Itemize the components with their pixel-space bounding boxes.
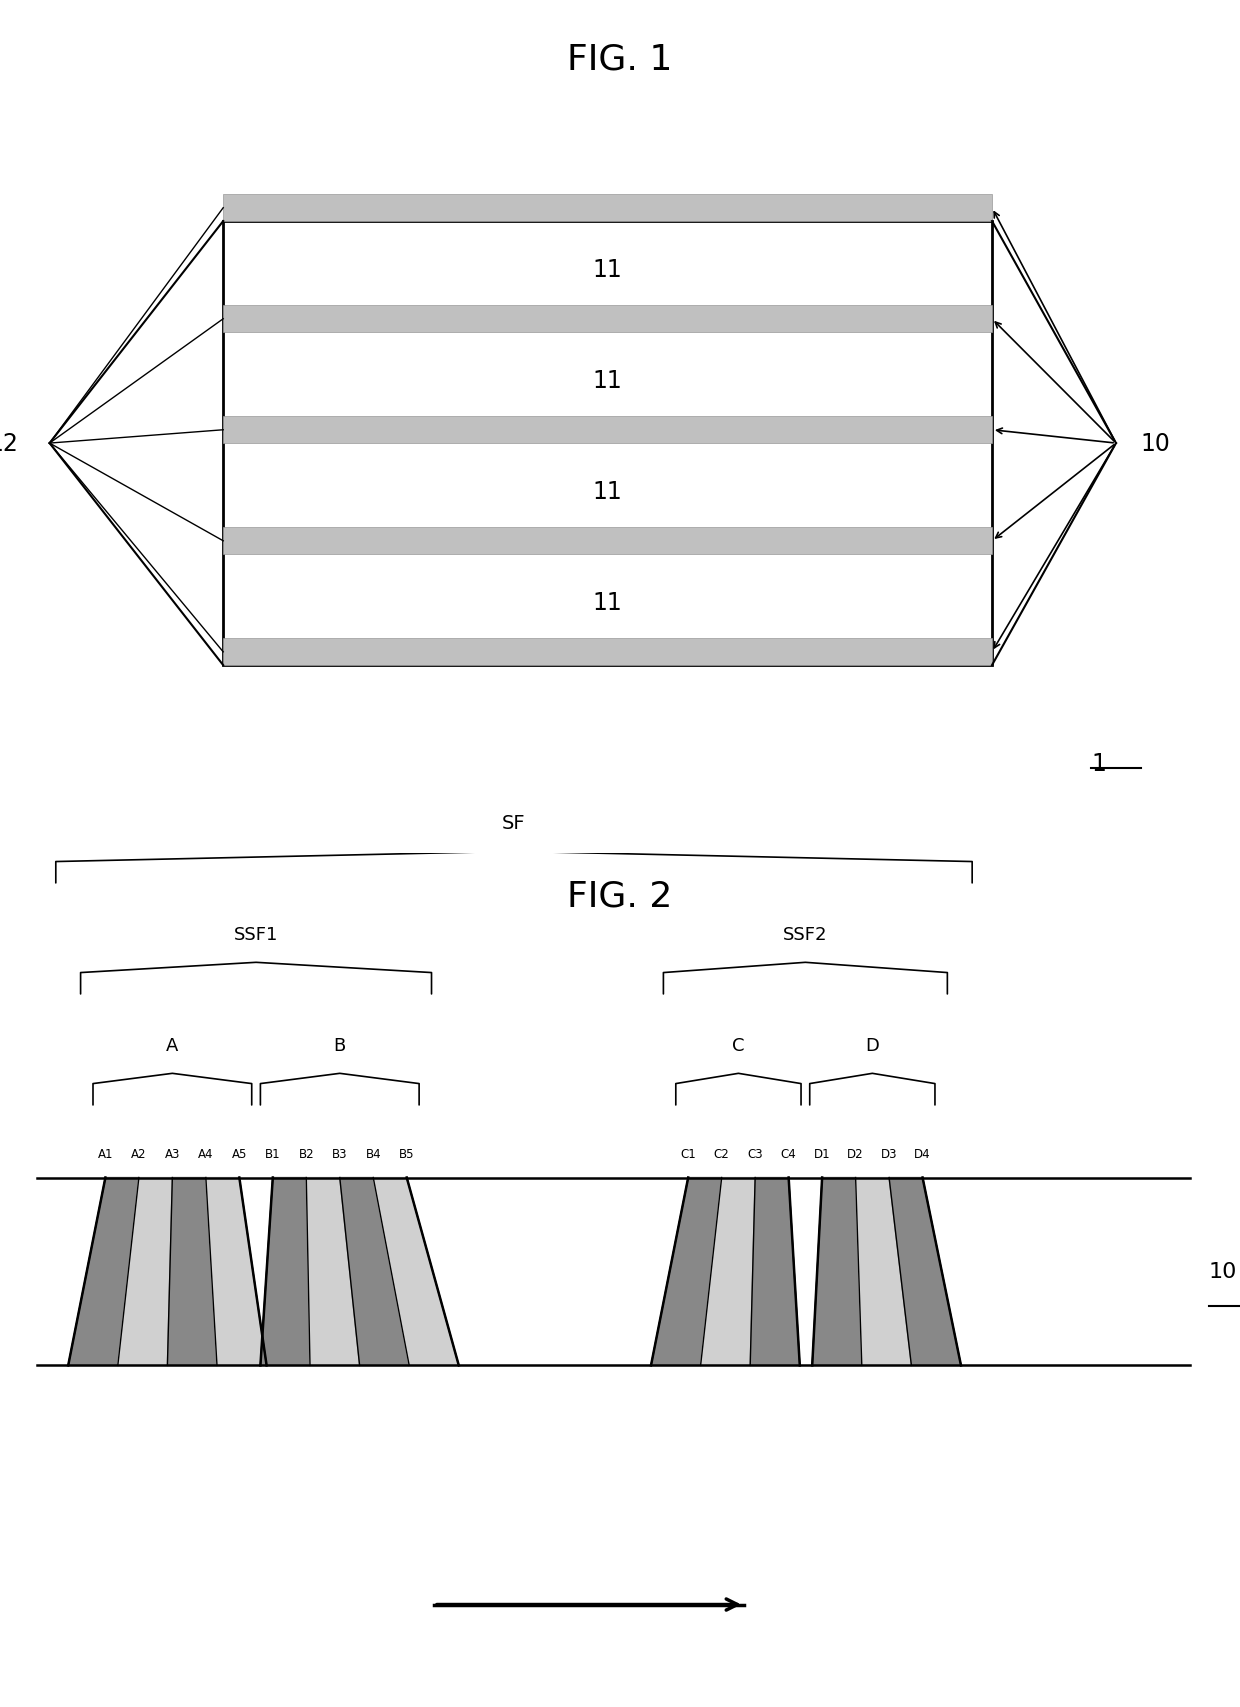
Text: 10: 10	[1209, 1261, 1238, 1282]
Text: D3: D3	[880, 1147, 898, 1161]
Text: B2: B2	[299, 1147, 314, 1161]
Text: B: B	[334, 1036, 346, 1053]
Text: C: C	[732, 1036, 745, 1053]
Text: FIG. 2: FIG. 2	[568, 879, 672, 913]
Text: 11: 11	[593, 258, 622, 282]
Bar	[223, 638, 992, 666]
Polygon shape	[118, 1178, 172, 1366]
Text: 11: 11	[593, 480, 622, 504]
Text: FIG. 1: FIG. 1	[568, 43, 672, 77]
Bar	[223, 222, 992, 666]
Text: SSF2: SSF2	[784, 925, 827, 942]
Text: D2: D2	[847, 1147, 864, 1161]
Text: B4: B4	[366, 1147, 381, 1161]
Polygon shape	[856, 1178, 911, 1366]
Bar	[223, 527, 992, 555]
Text: 11: 11	[593, 369, 622, 393]
Text: B3: B3	[332, 1147, 347, 1161]
Polygon shape	[206, 1178, 267, 1366]
Polygon shape	[68, 1178, 139, 1366]
Bar	[223, 306, 992, 333]
Text: A5: A5	[232, 1147, 247, 1161]
Polygon shape	[750, 1178, 800, 1366]
Polygon shape	[306, 1178, 360, 1366]
Polygon shape	[373, 1178, 459, 1366]
Text: C2: C2	[714, 1147, 729, 1161]
Polygon shape	[812, 1178, 862, 1366]
Text: 10: 10	[1141, 432, 1171, 456]
Text: C1: C1	[681, 1147, 696, 1161]
Text: A2: A2	[131, 1147, 146, 1161]
Text: D1: D1	[813, 1147, 831, 1161]
Bar	[223, 195, 992, 222]
Text: C3: C3	[748, 1147, 763, 1161]
Text: A: A	[166, 1036, 179, 1053]
Polygon shape	[340, 1178, 409, 1366]
Polygon shape	[701, 1178, 755, 1366]
Text: SSF1: SSF1	[234, 925, 278, 942]
Polygon shape	[889, 1178, 961, 1366]
Bar	[223, 417, 992, 444]
Text: B5: B5	[399, 1147, 414, 1161]
Text: 1: 1	[1091, 751, 1106, 775]
Polygon shape	[167, 1178, 217, 1366]
Text: 11: 11	[593, 591, 622, 615]
Text: D4: D4	[914, 1147, 931, 1161]
Text: C4: C4	[781, 1147, 796, 1161]
Text: 12: 12	[0, 432, 19, 456]
Text: A1: A1	[98, 1147, 113, 1161]
Polygon shape	[651, 1178, 722, 1366]
Text: B1: B1	[265, 1147, 280, 1161]
Text: A4: A4	[198, 1147, 213, 1161]
Text: SF: SF	[502, 813, 526, 831]
Polygon shape	[260, 1178, 310, 1366]
Text: A3: A3	[165, 1147, 180, 1161]
Text: D: D	[866, 1036, 879, 1053]
